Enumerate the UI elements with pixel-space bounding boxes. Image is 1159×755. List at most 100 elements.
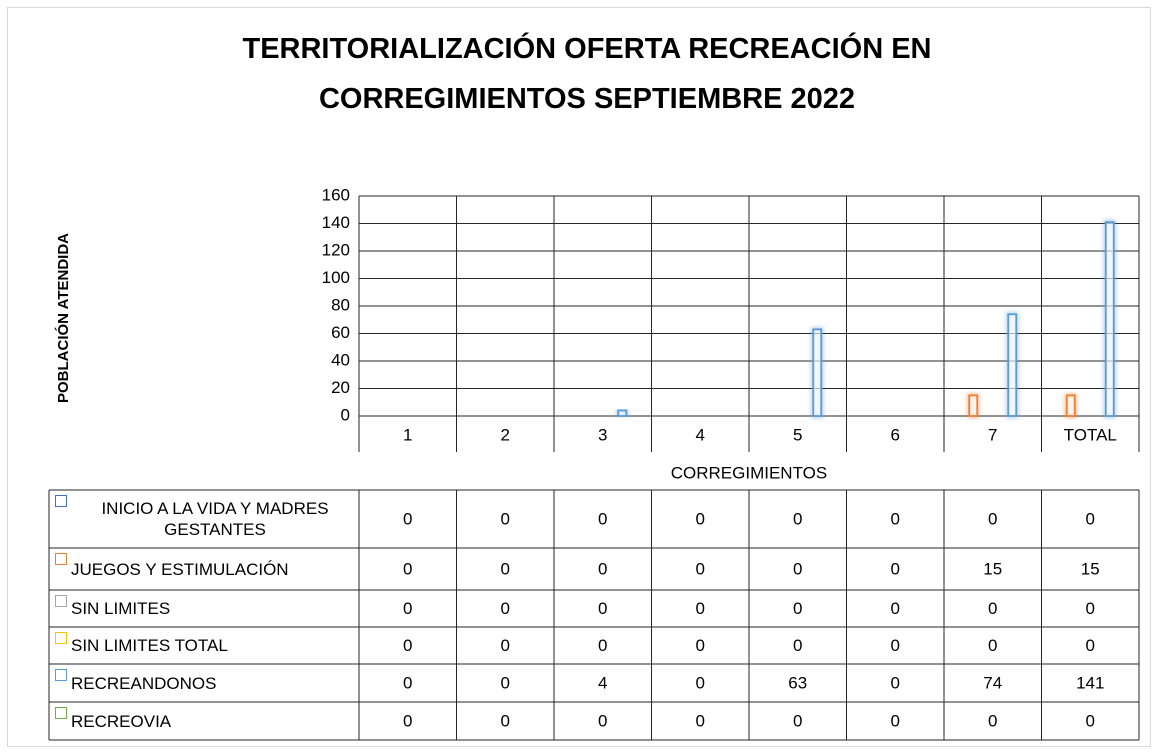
- table-value: 0: [891, 673, 900, 692]
- table-value: 0: [891, 711, 900, 730]
- table-value: 4: [598, 673, 607, 692]
- x-tick-label: 3: [598, 425, 607, 444]
- table-value: 0: [793, 509, 802, 528]
- table-value: 0: [696, 636, 705, 655]
- table-row-header: RECREANDONOS: [49, 664, 359, 702]
- legend-entry: RECREANDONOS: [49, 664, 359, 702]
- chart-title: TERRITORIALIZACIÓN OFERTA RECREACIÓN EN C…: [242, 31, 931, 115]
- legend-label: RECREOVIA: [71, 711, 172, 731]
- table-value: 0: [793, 636, 802, 655]
- x-tick-label: 6: [891, 425, 900, 444]
- table-value: 0: [403, 673, 412, 692]
- y-axis-label: POBLACIÓN ATENDIDA: [54, 233, 72, 403]
- table-value: 0: [891, 599, 900, 618]
- table-value: 0: [696, 599, 705, 618]
- table-value: 0: [696, 673, 705, 692]
- y-tick-label: 80: [331, 295, 350, 314]
- table-value: 0: [891, 509, 900, 528]
- table-value: 0: [403, 559, 412, 578]
- table-value: 0: [988, 599, 997, 618]
- legend-label: SIN LIMITES: [71, 599, 171, 618]
- table-value: 0: [598, 599, 607, 618]
- table-value: 0: [696, 509, 705, 528]
- table-value: 0: [501, 599, 510, 618]
- y-tick-label: 0: [341, 405, 350, 424]
- bar: [812, 328, 823, 417]
- x-tick-label: TOTAL: [1064, 425, 1117, 444]
- table-value: 0: [891, 559, 900, 578]
- table-value: 0: [793, 559, 802, 578]
- table-value: 0: [501, 509, 510, 528]
- table-value: 0: [696, 559, 705, 578]
- table-row-header: RECREOVIA: [49, 702, 359, 740]
- x-tick-label: 1: [403, 425, 412, 444]
- table-value: 0: [598, 636, 607, 655]
- table-row-header: INICIO A LA VIDA Y MADRES GESTANTES: [49, 490, 359, 548]
- legend-key: [55, 495, 67, 507]
- table-value: 0: [1086, 599, 1095, 618]
- table-value: 74: [983, 673, 1002, 692]
- table-value: 0: [696, 711, 705, 730]
- legend-key: [55, 553, 67, 565]
- y-tick-label: 160: [322, 185, 350, 204]
- legend-entry: RECREOVIA: [49, 702, 359, 740]
- x-axis-label: CORREGIMIENTOS: [671, 463, 827, 482]
- table-value: 0: [988, 636, 997, 655]
- legend-entry: SIN LIMITES: [49, 590, 359, 627]
- table-value: 0: [793, 599, 802, 618]
- table-value: 0: [598, 509, 607, 528]
- table-value: 0: [501, 559, 510, 578]
- table-value: 0: [1086, 636, 1095, 655]
- legend-key: [55, 669, 67, 681]
- x-tick-label: 7: [988, 425, 997, 444]
- legend-entry: JUEGOS Y ESTIMULACIÓN: [49, 548, 359, 590]
- table-value: 15: [983, 559, 1002, 578]
- y-tick-label: 60: [331, 323, 350, 342]
- table-value: 63: [788, 673, 807, 692]
- table-row-header: JUEGOS Y ESTIMULACIÓN: [49, 548, 359, 590]
- y-tick-label: 100: [322, 268, 350, 287]
- table-value: 0: [403, 636, 412, 655]
- table-value: 0: [598, 559, 607, 578]
- table-value: 0: [501, 711, 510, 730]
- bar: [617, 409, 628, 417]
- table-value: 0: [988, 711, 997, 730]
- table-value: 0: [403, 599, 412, 618]
- table-value: 0: [891, 636, 900, 655]
- table-value: 141: [1076, 673, 1104, 692]
- legend-key: [55, 595, 67, 607]
- legend-key: [55, 632, 67, 644]
- table-value: 0: [1086, 711, 1095, 730]
- legend-key: [55, 707, 67, 719]
- table-value: 0: [793, 711, 802, 730]
- table-value: 0: [1086, 509, 1095, 528]
- table-value: 0: [501, 673, 510, 692]
- bar: [968, 394, 979, 417]
- legend-entry: SIN LIMITES TOTAL: [49, 627, 359, 664]
- legend-label: INICIO A LA VIDA Y MADRES GESTANTES: [101, 499, 329, 539]
- table-value: 15: [1081, 559, 1100, 578]
- table-row-header: SIN LIMITES: [49, 590, 359, 627]
- table-value: 0: [403, 509, 412, 528]
- table-row-header: SIN LIMITES TOTAL: [49, 627, 359, 664]
- table-value: 0: [598, 711, 607, 730]
- legend-label: SIN LIMITES TOTAL: [71, 636, 228, 655]
- bar: [1104, 221, 1115, 417]
- x-tick-label: 2: [501, 425, 510, 444]
- y-tick-label: 40: [331, 350, 350, 369]
- table-value: 0: [403, 711, 412, 730]
- chart-frame: [7, 7, 1151, 747]
- bar: [1065, 394, 1076, 417]
- legend-label: JUEGOS Y ESTIMULACIÓN: [71, 559, 289, 579]
- table-value: 0: [501, 636, 510, 655]
- x-tick-label: 4: [696, 425, 705, 444]
- y-tick-label: 120: [322, 240, 350, 259]
- x-tick-label: 5: [793, 425, 802, 444]
- table-value: 0: [988, 509, 997, 528]
- y-tick-label: 20: [331, 378, 350, 397]
- legend-entry: INICIO A LA VIDA Y MADRES GESTANTES: [49, 490, 359, 548]
- legend-label: RECREANDONOS: [71, 673, 217, 693]
- y-tick-label: 140: [322, 213, 350, 232]
- bar: [1007, 313, 1018, 417]
